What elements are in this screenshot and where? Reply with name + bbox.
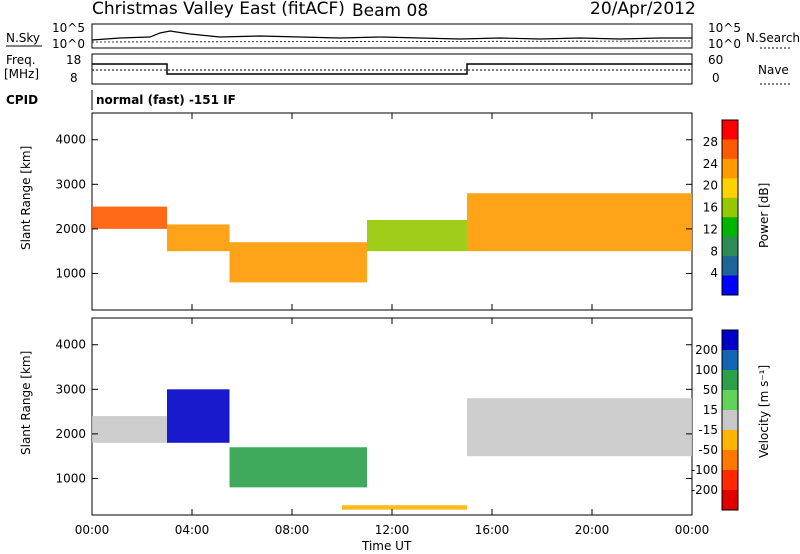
x-tick-label: 00:00 xyxy=(675,523,710,537)
heatmap-band-band-c xyxy=(229,242,367,283)
y-tick-label: 4000 xyxy=(55,338,86,352)
power-colorbar-swatch xyxy=(722,275,738,296)
freq-right-label: Nave xyxy=(758,63,789,77)
heatmap-band-band-b xyxy=(167,224,230,252)
velocity-colorbar-tick-label: -100 xyxy=(691,463,718,477)
freq-panel-frame xyxy=(91,53,693,85)
heatmap-band-band-a xyxy=(92,206,167,229)
velocity-ylabel: Slant Range [km] xyxy=(19,351,33,455)
x-tick-label: 20:00 xyxy=(575,523,610,537)
power-colorbar-swatch xyxy=(722,236,738,257)
velocity-colorbar-label: Velocity [m s⁻¹] xyxy=(757,365,771,458)
y-tick-label: 1000 xyxy=(55,266,86,280)
heatmap-band-v-band-b xyxy=(167,389,230,443)
freq-right-tick-bottom: 0 xyxy=(712,71,720,85)
x-tick-label: 12:00 xyxy=(375,523,410,537)
heatmap-band-v-band-a xyxy=(92,416,167,443)
power-colorbar-swatch xyxy=(722,197,738,218)
velocity-features xyxy=(92,389,692,510)
velocity-colorbar-swatch xyxy=(722,490,738,511)
velocity-colorbar-swatch xyxy=(722,470,738,491)
power-colorbar-tick-label: 20 xyxy=(703,179,718,193)
sky-left-tick-bottom: 10^0 xyxy=(52,37,85,51)
power-ylabel: Slant Range [km] xyxy=(19,146,33,250)
figure-title: Christmas Valley East (fitACF) xyxy=(92,0,345,19)
y-tick-label: 3000 xyxy=(55,382,86,396)
power-colorbar-label: Power [dB] xyxy=(757,183,771,248)
power-colorbar-tick-label: 12 xyxy=(703,222,718,236)
freq-left-label-2: [MHz] xyxy=(4,67,39,81)
time-axis-label: Time UT xyxy=(361,539,412,553)
velocity-colorbar-tick-label: 100 xyxy=(695,363,718,377)
power-xticks xyxy=(91,113,693,310)
power-colorbar-frame xyxy=(721,119,739,296)
power-colorbar-tick-label: 4 xyxy=(710,266,718,280)
sky-series-line xyxy=(91,30,692,41)
velocity-colorbar-tick-label: -200 xyxy=(691,483,718,497)
sky-panel-frame xyxy=(91,23,693,49)
power-colorbar-tick-label: 8 xyxy=(710,244,718,258)
power-colorbar-swatch xyxy=(722,158,738,179)
power-colorbar-tick-label: 28 xyxy=(703,135,718,149)
sky-right-tick-bottom: 10^0 xyxy=(708,37,741,51)
freq-right-tick-top: 60 xyxy=(708,53,723,67)
heatmap-band-band-e xyxy=(467,193,692,252)
x-tick-label: 00:00 xyxy=(75,523,110,537)
power-colorbar-swatch xyxy=(722,178,738,199)
power-panel: Slant Range [km] 1000 2000 3000 4000 xyxy=(19,112,693,311)
cpid-value: normal (fast) -151 IF xyxy=(96,93,236,107)
power-colorbar-swatch xyxy=(722,120,738,140)
power-colorbar-swatch xyxy=(722,139,738,160)
y-tick-label: 2000 xyxy=(55,427,86,441)
y-tick-label: 4000 xyxy=(55,133,86,147)
heatmap-band-v-band-d xyxy=(342,505,467,510)
velocity-xticks: 00:00 04:00 08:00 12:00 16:00 20:00 00:00 xyxy=(75,318,710,537)
velocity-colorbar-swatch xyxy=(722,370,738,391)
velocity-colorbar-tick-label: 50 xyxy=(703,383,718,397)
velocity-colorbar-frame xyxy=(721,329,739,511)
freq-left-tick-top: 18 xyxy=(66,53,81,67)
freq-left-label-1: Freq. xyxy=(6,53,36,67)
velocity-colorbar-swatch xyxy=(722,450,738,471)
heatmap-band-band-d xyxy=(367,219,467,252)
freq-left-tick-bottom: 8 xyxy=(70,71,78,85)
heatmap-band-v-band-c xyxy=(229,447,367,488)
power-colorbar-tick-label: 16 xyxy=(703,201,718,215)
freq-series-line xyxy=(92,63,692,75)
cpid-label: CPID xyxy=(6,93,38,107)
power-colorbar-swatch xyxy=(722,256,738,277)
x-tick-label: 04:00 xyxy=(175,523,210,537)
velocity-colorbar-swatch xyxy=(722,410,738,431)
velocity-colorbar-swatch xyxy=(722,350,738,371)
sky-right-tick-top: 10^5 xyxy=(708,21,741,35)
velocity-colorbar-swatch xyxy=(722,390,738,411)
velocity-colorbar: 200 100 50 15 -15 -50 -100 -200 xyxy=(691,329,739,511)
velocity-colorbar-tick-label: -50 xyxy=(698,443,718,457)
velocity-colorbar-tick-label: 15 xyxy=(703,403,718,417)
heatmap-band-v-band-e xyxy=(467,398,692,457)
velocity-colorbar-tick-label: -15 xyxy=(698,423,718,437)
date-label: 20/Apr/2012 xyxy=(590,0,696,19)
power-colorbar: 28 24 20 16 12 8 4 xyxy=(703,119,739,296)
sky-left-tick-top: 10^5 xyxy=(52,21,85,35)
velocity-colorbar-swatch xyxy=(722,330,738,351)
x-tick-label: 16:00 xyxy=(475,523,510,537)
velocity-colorbar-swatch xyxy=(722,430,738,451)
y-tick-label: 3000 xyxy=(55,177,86,191)
sky-search-line xyxy=(91,40,693,43)
sky-left-label: N.Sky xyxy=(6,31,40,45)
x-tick-label: 08:00 xyxy=(275,523,310,537)
sky-right-label: N.Search xyxy=(746,31,800,45)
y-tick-label: 2000 xyxy=(55,222,86,236)
y-tick-label: 1000 xyxy=(55,471,86,485)
beam-label: Beam 08 xyxy=(352,1,428,21)
power-yticks: 1000 2000 3000 4000 xyxy=(55,133,692,280)
power-colorbar-tick-label: 24 xyxy=(703,157,718,171)
power-features xyxy=(92,193,692,283)
velocity-colorbar-tick-label: 200 xyxy=(695,343,718,357)
velocity-yticks: 1000 2000 3000 4000 xyxy=(55,338,692,485)
power-colorbar-swatch xyxy=(722,217,738,238)
